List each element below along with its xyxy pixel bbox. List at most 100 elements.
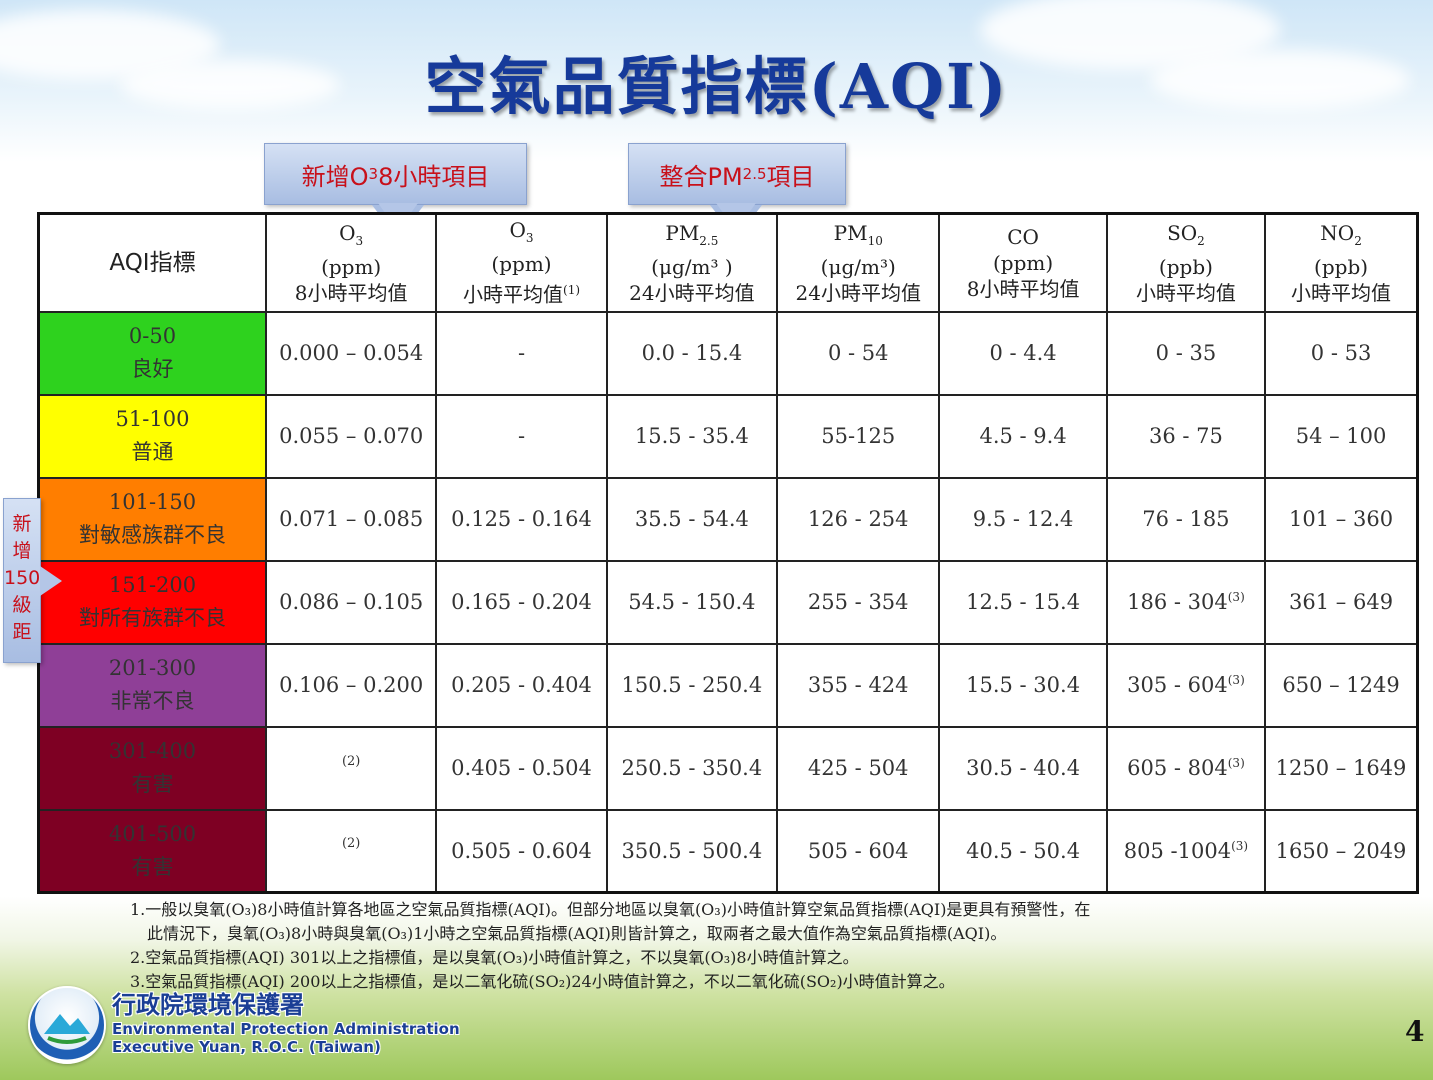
- sky-background: [0, 0, 1433, 140]
- aqi-label: 普通: [131, 440, 174, 464]
- table-cell: 1650 – 2049: [1264, 808, 1419, 894]
- table-cell: 15.5 - 30.4: [938, 642, 1108, 728]
- table-cell: 361 – 649: [1264, 559, 1419, 645]
- callout-o3-suffix: 8小時項目: [378, 162, 490, 191]
- org-zh: 行政院環境保護署: [112, 990, 304, 1019]
- aqi-range: 401-500: [108, 821, 197, 846]
- table-cell: 0 - 54: [776, 310, 941, 396]
- footnote-2: 2.空氣品質指標(AQI) 301以上之指標值，是以臭氧(O₃)小時值計算之，不…: [130, 948, 859, 967]
- table-header-row: AQI指標 O3 (ppm) 8小時平均值 O3 (ppm) 小時平均值(1) …: [37, 212, 1419, 313]
- table-cell: 650 – 1249: [1264, 642, 1419, 728]
- aqi-level-cell: 101-150 對敏感族群不良: [37, 476, 267, 562]
- table-cell: 12.5 - 15.4: [938, 559, 1108, 645]
- header-co: CO (ppm) 8小時平均值: [938, 212, 1108, 313]
- side-tag-arrow-icon: [40, 566, 62, 596]
- table-cell: 350.5 - 500.4: [605, 808, 779, 894]
- page-title: 空氣品質指標(AQI): [424, 50, 1009, 123]
- table-cell: 0.505 - 0.604: [435, 808, 608, 894]
- table-row: 401-500 有害 (2) 0.505 - 0.604 350.5 - 500.4 50…: [37, 808, 1419, 894]
- callout-pm25-suffix: 項目: [766, 162, 815, 191]
- table-cell: 0.205 - 0.404: [435, 642, 608, 728]
- callout-o3-sub: 3: [368, 165, 379, 183]
- header-pm25: PM2.5 (μg/m³ ) 24小時平均值: [605, 212, 779, 313]
- table-cell: 101 – 360: [1264, 476, 1419, 562]
- table-cell: 15.5 - 35.4: [605, 393, 779, 479]
- aqi-label: 對敏感族群不良: [78, 523, 226, 547]
- table-cell: 30.5 - 40.4: [938, 725, 1108, 811]
- aqi-range: 51-100: [115, 407, 190, 431]
- aqi-level-cell: 201-300 非常不良: [37, 642, 267, 728]
- table-cell: 0.000 – 0.054: [264, 310, 438, 396]
- table-cell: -: [435, 393, 608, 479]
- aqi-range: 0-50: [128, 324, 177, 348]
- table-cell: 0.165 - 0.204: [435, 559, 608, 645]
- table-cell: 605 - 804(3): [1105, 725, 1267, 811]
- organization-name: 行政院環境保護署 Environmental Protection Admini…: [112, 990, 460, 1056]
- table-cell: 35.5 - 54.4: [605, 476, 779, 562]
- table-cell: 54 – 100: [1264, 393, 1419, 479]
- aqi-level-cell: 401-500 有害: [37, 808, 267, 894]
- callout-pm25-prefix: 整合PM: [659, 162, 743, 191]
- table-cell: 40.5 - 50.4: [938, 808, 1108, 894]
- callout-o3-prefix: 新增O: [301, 162, 369, 191]
- footnote-1-cont: 此情況下，臭氧(O₃)8小時與臭氧(O₃)1小時之空氣品質指標(AQI)則皆計算…: [147, 924, 1007, 943]
- table-cell: 0 - 53: [1264, 310, 1419, 396]
- epa-logo-icon: [28, 986, 106, 1064]
- table-cell: 0.0 - 15.4: [605, 310, 779, 396]
- aqi-label: 有害: [131, 772, 174, 796]
- table-cell: 9.5 - 12.4: [938, 476, 1108, 562]
- aqi-level-cell: 0-50 良好: [37, 310, 267, 396]
- table-cell: 0.071 – 0.085: [264, 476, 438, 562]
- table-cell: 36 - 75: [1105, 393, 1267, 479]
- aqi-label: 有害: [131, 854, 174, 879]
- table-cell: 805 -1004(3): [1105, 808, 1267, 894]
- callout-pm25-sub: 2.5: [742, 165, 767, 183]
- org-en-2: Executive Yuan, R.O.C. (Taiwan): [112, 1038, 381, 1056]
- table-cell: (2): [264, 808, 438, 894]
- table-cell: 186 - 304(3): [1105, 559, 1267, 645]
- table-row: 151-200 對所有族群不良 0.086 – 0.105 0.165 - 0.204…: [37, 559, 1419, 645]
- header-no2: NO2 (ppb) 小時平均值: [1264, 212, 1419, 313]
- table-cell: 0 - 35: [1105, 310, 1267, 396]
- table-row: 51-100 普通 0.055 – 0.070-15.5 - 35.4 55-125 4…: [37, 393, 1419, 479]
- page-number: 4: [1405, 1015, 1425, 1048]
- table-cell: 0 - 4.4: [938, 310, 1108, 396]
- table-cell: 0.405 - 0.504: [435, 725, 608, 811]
- table-cell: 255 - 354: [776, 559, 941, 645]
- aqi-label: 非常不良: [110, 689, 195, 713]
- callout-pm25: 整合PM 2.5 項目: [628, 143, 846, 205]
- footnotes: 1.一般以臭氧(O₃)8小時值計算各地區之空氣品質指標(AQI)。但部分地區以臭…: [130, 898, 1330, 994]
- table-cell: 4.5 - 9.4: [938, 393, 1108, 479]
- table-cell: 305 - 604(3): [1105, 642, 1267, 728]
- table-cell: (2): [264, 725, 438, 811]
- aqi-level-cell: 301-400 有害: [37, 725, 267, 811]
- header-o3-1hr: O3 (ppm) 小時平均值(1): [435, 212, 608, 313]
- header-pm10: PM10 (μg/m³) 24小時平均值: [776, 212, 941, 313]
- table-cell: 505 - 604: [776, 808, 941, 894]
- org-en-1: Environmental Protection Administration: [112, 1020, 460, 1038]
- aqi-label: 良好: [131, 357, 174, 381]
- table-cell: 0.106 – 0.200: [264, 642, 438, 728]
- aqi-level-cell: 151-200 對所有族群不良: [37, 559, 267, 645]
- aqi-table: AQI指標 O3 (ppm) 8小時平均值 O3 (ppm) 小時平均值(1) …: [37, 212, 1419, 894]
- header-so2: SO2 (ppb) 小時平均值: [1105, 212, 1267, 313]
- table-cell: 150.5 - 250.4: [605, 642, 779, 728]
- table-row: 301-400 有害 (2) 0.405 - 0.504 250.5 - 350.4 42…: [37, 725, 1419, 811]
- aqi-range: 101-150: [108, 490, 197, 514]
- header-o3-8hr: O3 (ppm) 8小時平均值: [264, 212, 438, 313]
- aqi-range: 151-200: [108, 573, 197, 597]
- table-cell: 355 - 424: [776, 642, 941, 728]
- footnote-1: 1.一般以臭氧(O₃)8小時值計算各地區之空氣品質指標(AQI)。但部分地區以臭…: [130, 900, 1091, 919]
- table-cell: 54.5 - 150.4: [605, 559, 779, 645]
- table-cell: 250.5 - 350.4: [605, 725, 779, 811]
- table-cell: 126 - 254: [776, 476, 941, 562]
- aqi-level-cell: 51-100 普通: [37, 393, 267, 479]
- table-cell: -: [435, 310, 608, 396]
- aqi-range: 201-300: [108, 656, 197, 680]
- aqi-range: 301-400: [108, 739, 197, 763]
- table-cell: 1250 – 1649: [1264, 725, 1419, 811]
- side-tag-new-150: 新 增 150 級 距: [3, 498, 41, 663]
- table-row: 0-50 良好 0.000 – 0.054-0.0 - 15.4 0 - 54 0 - …: [37, 310, 1419, 396]
- callout-o3-8hr: 新增O 3 8小時項目: [264, 143, 527, 205]
- table-cell: 55-125: [776, 393, 941, 479]
